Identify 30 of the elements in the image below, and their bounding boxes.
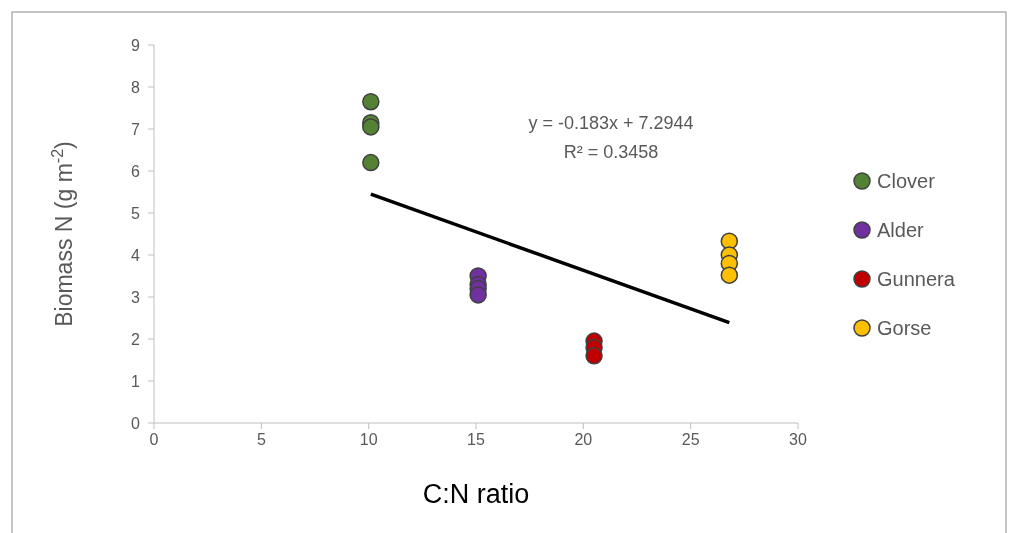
point <box>585 347 603 365</box>
annotation: y = -0.183x + 7.2944 <box>528 113 694 133</box>
point <box>720 266 739 284</box>
x-axis-title: C:N ratio <box>422 479 530 509</box>
x-tick-label: 30 <box>789 431 807 448</box>
y-tick-label: 0 <box>131 415 141 432</box>
x-tick-label: 25 <box>681 431 700 448</box>
y-tick-label: 4 <box>131 247 141 264</box>
x-tick-label: 5 <box>256 431 266 448</box>
x-tick-label: 0 <box>149 431 159 448</box>
legend-label: Alder <box>877 219 925 241</box>
point <box>469 286 487 304</box>
point <box>362 118 380 136</box>
legend-label: Gunnera <box>877 268 956 290</box>
x-tick-label: 15 <box>467 431 485 448</box>
y-tick-label: 3 <box>131 289 141 306</box>
y-tick-label: 8 <box>131 79 141 96</box>
x-tick-label: 10 <box>359 431 378 448</box>
annotation: R² = 0.3458 <box>563 142 659 162</box>
y-tick-label: 1 <box>131 373 141 390</box>
point <box>362 153 380 172</box>
y-tick-label: 7 <box>131 121 141 138</box>
y-tick-label: 6 <box>131 163 141 180</box>
y-tick-label: 9 <box>131 37 141 54</box>
point <box>362 92 380 111</box>
legend-label: Clover <box>877 170 936 192</box>
y-tick-label: 5 <box>131 205 141 222</box>
y-tick-label: 2 <box>131 331 141 348</box>
legend-label: Gorse <box>877 317 932 339</box>
x-tick-label: 20 <box>574 431 593 448</box>
